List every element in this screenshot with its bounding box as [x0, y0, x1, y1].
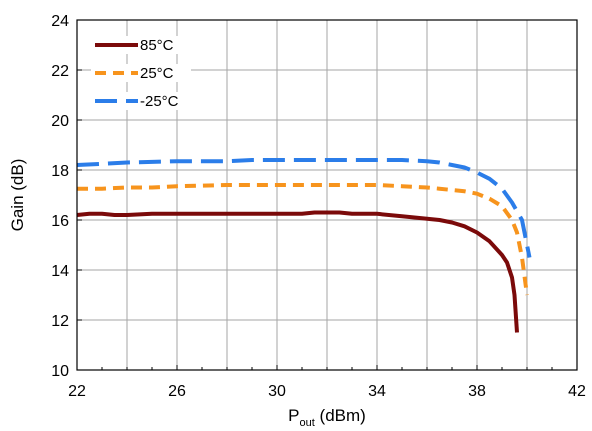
x-tick-label: 22 — [68, 383, 86, 400]
y-tick-label: 16 — [51, 213, 69, 230]
x-tick-label: 42 — [568, 383, 586, 400]
legend-item-background — [91, 92, 191, 110]
x-axis-label: Pout (dBm) — [288, 406, 366, 429]
legend-item-background — [91, 64, 191, 82]
x-tick-label: 30 — [268, 383, 286, 400]
series-layer — [76, 158, 532, 333]
axis-ticks: 22 26 30 34 38 42 10 12 14 16 18 20 22 24 — [51, 13, 586, 400]
legend-label: 85°C — [140, 37, 174, 54]
y-tick-label: 24 — [51, 13, 69, 30]
legend: 85°C 25°C -25°C — [91, 36, 191, 110]
y-tick-label: 12 — [51, 313, 69, 330]
x-axis-label-main: P — [288, 406, 299, 425]
x-tick-label: 26 — [168, 383, 186, 400]
y-tick-label: 14 — [51, 263, 69, 280]
y-tick-label: 18 — [51, 163, 69, 180]
y-tick-label: 22 — [51, 63, 69, 80]
x-axis-label-subscript: out — [300, 417, 315, 429]
y-axis-label: Gain (dB) — [8, 159, 27, 232]
series-line-2 — [76, 158, 532, 258]
legend-label: 25°C — [140, 65, 174, 82]
y-tick-label: 10 — [51, 363, 69, 380]
series-line-0 — [76, 210, 519, 333]
x-tick-label: 34 — [368, 383, 386, 400]
legend-label: -25°C — [140, 93, 179, 110]
x-tick-label: 38 — [468, 383, 486, 400]
y-tick-label: 20 — [51, 113, 69, 130]
legend-item-background — [91, 36, 191, 54]
series-line-1 — [77, 183, 529, 296]
x-axis-label-unit: (dBm) — [315, 406, 366, 425]
